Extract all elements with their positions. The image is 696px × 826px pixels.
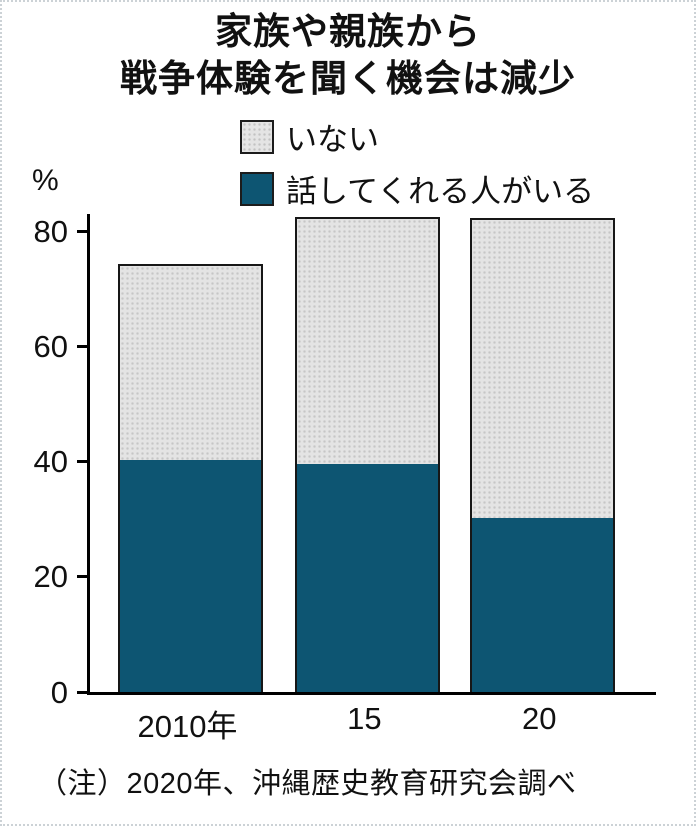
y-tick-label-80: 80 [33, 213, 68, 249]
y-tick-mark-40 [77, 460, 90, 464]
legend-label-inai: いない [286, 122, 379, 157]
y-tick-mark-60 [77, 344, 90, 348]
legend-swatch-inai [240, 119, 274, 154]
segment-hanashite-kureru-0 [120, 459, 261, 692]
chart-title-line2: 戦争体験を聞く機会は減少 [120, 58, 576, 100]
y-tick-label-20: 20 [33, 559, 68, 595]
y-tick-label-60: 60 [33, 328, 68, 364]
segment-hanashite-kureru-2 [471, 517, 613, 692]
x-tick-label-0: 2010年 [137, 709, 238, 744]
plot-area: 0 20 40 60 80 [34, 214, 656, 708]
y-tick-mark-20 [77, 575, 90, 579]
legend-item-inai: いない [240, 114, 594, 159]
legend: いない 話してくれる人がいる [240, 114, 594, 211]
y-tick-label-0: 0 [50, 674, 68, 710]
legend-swatch-hanashite-kureru [240, 171, 274, 206]
legend-label-hanashite-kureru: 話してくれる人がいる [286, 174, 595, 209]
x-tick-label-2: 20 [521, 701, 557, 736]
stacked-bar-1 [294, 216, 440, 692]
segment-inai-0 [120, 265, 261, 460]
legend-item-hanashite-kureru: 話してくれる人がいる [240, 166, 594, 211]
x-tick-label-1: 15 [347, 701, 382, 736]
source-note: （注）2020年、沖縄歴史教育研究会調べ [38, 768, 577, 800]
y-tick-label-40: 40 [33, 444, 68, 480]
y-tick-mark-80 [77, 229, 90, 233]
y-axis-unit-label: % [32, 164, 59, 197]
stacked-bar-2 [469, 218, 615, 692]
segment-inai-1 [296, 218, 438, 464]
y-tick-mark-0 [77, 690, 90, 694]
segment-hanashite-kureru-1 [296, 463, 438, 692]
segment-inai-2 [471, 220, 613, 518]
chart-title: 家族や親族から 戦争体験を聞く機会は減少 [2, 8, 694, 103]
x-axis-labels: 2010年 15 20 [87, 701, 653, 744]
stacked-bar-0 [118, 263, 263, 692]
chart-title-line1: 家族や親族から [215, 11, 481, 52]
